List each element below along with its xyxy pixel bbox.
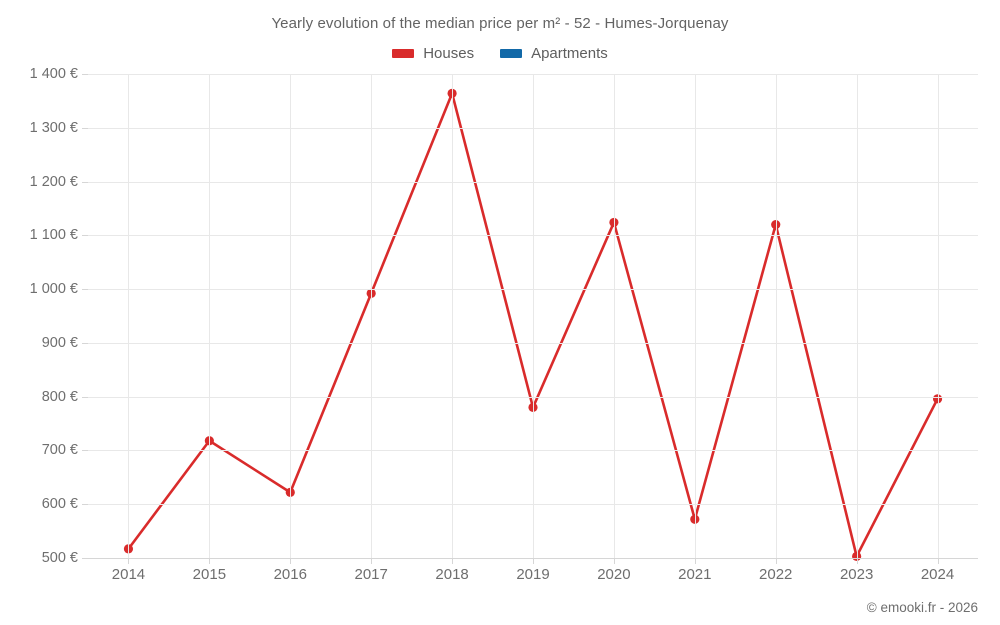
data-point[interactable] (123, 544, 134, 554)
gridline-vertical (290, 74, 292, 558)
x-tick-label: 2022 (759, 566, 793, 583)
y-tick-label: 1 300 € (29, 119, 78, 136)
x-tick-mark (533, 558, 534, 564)
y-tick-mark (82, 289, 88, 291)
x-tick-label: 2023 (839, 566, 874, 583)
gridline-vertical (452, 74, 454, 558)
x-tick-mark (694, 558, 696, 564)
x-tick-mark (371, 558, 373, 564)
gridline-vertical (694, 74, 696, 558)
y-tick-mark (82, 127, 88, 129)
legend-label: Apartments (531, 45, 608, 62)
x-tick-mark (937, 558, 939, 564)
y-tick-mark (82, 504, 88, 506)
x-tick-mark (856, 558, 858, 564)
gridline-vertical (371, 74, 373, 558)
legend-item-houses[interactable]: Houses (392, 45, 474, 62)
y-tick-label: 1 200 € (29, 173, 78, 190)
legend-swatch-icon (500, 49, 523, 58)
y-tick-label: 700 € (41, 442, 78, 459)
gridline-vertical (209, 74, 211, 558)
x-tick-label: 2024 (920, 566, 955, 583)
plot-area (88, 74, 978, 561)
y-tick-label: 500 € (41, 550, 78, 566)
x-tick-label: 2016 (273, 566, 307, 583)
y-tick-mark (82, 450, 88, 452)
y-tick-label: 1 400 € (29, 66, 78, 82)
x-tick-label: 2019 (516, 566, 550, 583)
x-tick-label: 2018 (435, 566, 469, 583)
gridline-vertical (937, 74, 939, 558)
x-tick-label: 2021 (678, 566, 712, 583)
gridline-vertical (856, 74, 858, 558)
y-tick-mark (82, 396, 88, 398)
chart-legend: Houses Apartments (0, 45, 1000, 62)
gridline-vertical (775, 74, 777, 558)
x-tick-mark (613, 558, 615, 564)
legend-label: Houses (423, 45, 475, 62)
x-tick-mark (452, 558, 454, 564)
x-tick-label: 2014 (111, 566, 146, 583)
y-tick-label: 600 € (41, 496, 78, 513)
y-tick-mark (82, 74, 88, 75)
y-tick-mark (82, 342, 88, 344)
gridline-vertical (128, 74, 130, 558)
x-tick-mark (775, 558, 777, 564)
x-tick-label: 2015 (192, 566, 227, 583)
gridline-vertical (533, 74, 534, 558)
y-tick-mark (82, 558, 88, 559)
y-tick-label: 800 € (41, 388, 78, 405)
x-tick-label: 2017 (354, 566, 388, 583)
y-tick-label: 1 100 € (29, 227, 78, 244)
y-tick-label: 1 000 € (29, 281, 78, 298)
x-tick-mark (128, 558, 130, 564)
legend-swatch-icon (392, 49, 415, 58)
credit-text: © emooki.fr - 2026 (866, 600, 978, 615)
x-tick-mark (290, 558, 292, 564)
y-tick-mark (82, 181, 88, 183)
gridline-vertical (613, 74, 615, 558)
y-tick-mark (82, 235, 88, 237)
chart-title: Yearly evolution of the median price per… (271, 15, 729, 32)
x-tick-label: 2020 (597, 566, 631, 583)
y-tick-label: 900 € (41, 334, 78, 351)
x-tick-mark (209, 558, 211, 564)
legend-item-apartments[interactable]: Apartments (500, 45, 608, 62)
